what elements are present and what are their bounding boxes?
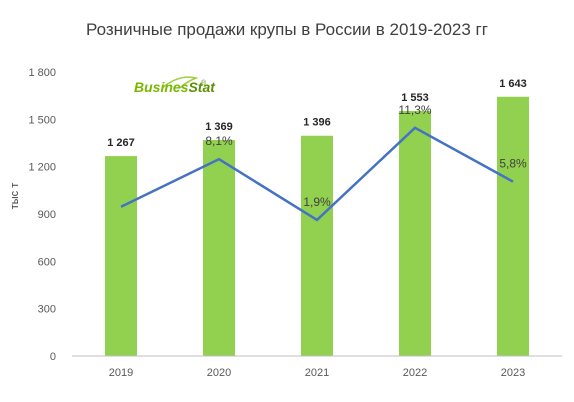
growth-rate-label: 8,1% bbox=[205, 134, 233, 148]
x-tick-label: 2022 bbox=[403, 367, 427, 379]
bars-group bbox=[105, 96, 529, 357]
logo-registered-mark: ® bbox=[201, 79, 207, 87]
logo-text-stat: Stat bbox=[188, 79, 216, 95]
x-tick-label: 2023 bbox=[501, 367, 525, 379]
chart-title: Розничные продажи крупы в России в 2019-… bbox=[86, 20, 488, 39]
growth-labels-group: 8,1% 1,9% 11,3% 5,8% bbox=[205, 103, 527, 209]
bar-value-label: 1 396 bbox=[303, 117, 331, 129]
svg-text:BusinesStat: BusinesStat bbox=[134, 79, 216, 95]
bar-value-label: 1 553 bbox=[401, 92, 429, 104]
bar-2023 bbox=[497, 96, 529, 356]
bar-labels-group: 1 267 1 369 1 396 1 553 1 643 bbox=[107, 78, 527, 149]
x-axis-ticks: 2019 2020 2021 2022 2023 bbox=[109, 367, 525, 379]
y-axis-ticks: 0 300 600 900 1 200 1 500 1 800 bbox=[28, 67, 56, 363]
y-tick-label: 1 500 bbox=[28, 114, 56, 126]
y-tick-label: 300 bbox=[38, 304, 56, 316]
bar-2019 bbox=[105, 156, 137, 356]
y-tick-label: 1 200 bbox=[28, 162, 56, 174]
growth-rate-label: 5,8% bbox=[499, 157, 527, 171]
y-tick-label: 0 bbox=[50, 351, 56, 363]
growth-line bbox=[120, 126, 514, 222]
x-tick-label: 2019 bbox=[109, 367, 133, 379]
y-tick-label: 600 bbox=[38, 256, 56, 268]
y-tick-label: 1 800 bbox=[28, 67, 56, 79]
bar-2020 bbox=[203, 140, 235, 356]
logo-text-business: Busines bbox=[134, 79, 189, 95]
x-tick-label: 2021 bbox=[305, 367, 329, 379]
x-tick-label: 2020 bbox=[207, 367, 231, 379]
bar-value-label: 1 369 bbox=[205, 121, 233, 133]
y-axis-title: тыс т bbox=[9, 183, 21, 210]
growth-rate-label: 1,9% bbox=[303, 195, 331, 209]
businesstat-logo: BusinesStat ® bbox=[134, 76, 216, 95]
bar-value-label: 1 267 bbox=[107, 137, 135, 149]
y-axis-title-group: тыс т bbox=[9, 183, 21, 210]
bar-2021 bbox=[301, 135, 333, 356]
bar-2022 bbox=[399, 110, 431, 357]
bar-value-label: 1 643 bbox=[499, 78, 527, 90]
y-tick-label: 900 bbox=[38, 209, 56, 221]
growth-rate-label: 11,3% bbox=[398, 103, 431, 117]
logo-swoosh-icon bbox=[161, 76, 199, 89]
